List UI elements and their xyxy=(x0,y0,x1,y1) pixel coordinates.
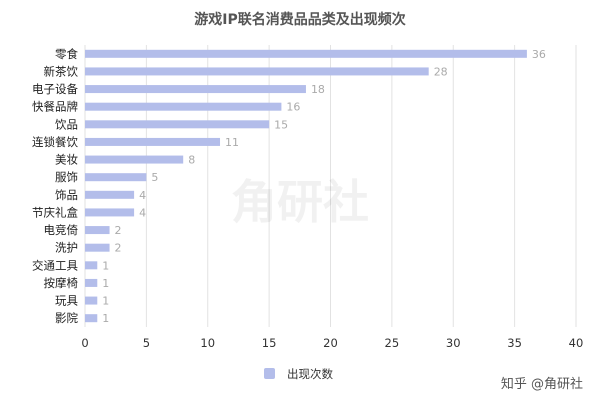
category-label: 服饰 xyxy=(55,170,78,184)
value-label: 16 xyxy=(286,101,300,114)
value-label: 1 xyxy=(102,295,109,308)
bar[interactable] xyxy=(85,208,135,217)
bar[interactable] xyxy=(85,278,98,287)
chart-title: 游戏IP联名消费品品类及出现频次 xyxy=(194,11,405,28)
value-label: 36 xyxy=(532,48,546,61)
x-tick-label: 40 xyxy=(569,336,584,350)
bar[interactable] xyxy=(85,67,429,76)
bar[interactable] xyxy=(85,243,110,252)
x-tick-label: 35 xyxy=(507,336,522,350)
category-label: 按摩椅 xyxy=(44,276,79,290)
category-label: 连锁餐饮 xyxy=(32,135,78,149)
value-label: 4 xyxy=(139,206,146,219)
bar[interactable] xyxy=(85,155,184,164)
category-label: 美妆 xyxy=(55,153,78,167)
x-axis: 0 5 10 15 20 25 30 35 40 xyxy=(81,336,583,350)
category-label: 零食 xyxy=(55,47,78,61)
watermark: 角研社 xyxy=(231,175,369,229)
bar[interactable] xyxy=(85,173,147,182)
legend-label: 出现次数 xyxy=(287,367,333,381)
x-tick-label: 5 xyxy=(143,336,150,350)
category-label: 电子设备 xyxy=(32,82,78,96)
x-tick-label: 0 xyxy=(81,336,88,350)
legend[interactable]: 出现次数 xyxy=(264,367,333,381)
value-label: 4 xyxy=(139,189,146,202)
bar[interactable] xyxy=(85,120,270,129)
category-label: 新茶饮 xyxy=(44,64,79,78)
x-tick-label: 15 xyxy=(262,336,277,350)
category-label: 电竞倚 xyxy=(44,223,79,237)
value-label: 15 xyxy=(274,118,288,131)
category-label: 饰品 xyxy=(55,188,78,202)
credit: 知乎 @角研社 xyxy=(501,376,583,392)
bar[interactable] xyxy=(85,85,306,94)
x-tick-label: 30 xyxy=(446,336,461,350)
x-tick-label: 20 xyxy=(323,336,338,350)
bar[interactable] xyxy=(85,226,110,235)
x-tick-label: 25 xyxy=(385,336,400,350)
category-label: 节庆礼盒 xyxy=(32,205,78,219)
value-label: 1 xyxy=(102,259,109,272)
category-label: 快餐品牌 xyxy=(32,100,78,114)
bar[interactable] xyxy=(85,296,98,305)
legend-swatch xyxy=(264,368,275,379)
category-label: 饮品 xyxy=(55,117,78,131)
bar[interactable] xyxy=(85,314,98,323)
value-label: 2 xyxy=(115,242,122,255)
category-label: 影院 xyxy=(55,311,78,325)
value-label: 18 xyxy=(311,83,325,96)
bar[interactable] xyxy=(85,137,221,146)
value-label: 8 xyxy=(188,154,195,167)
bar[interactable] xyxy=(85,261,98,270)
bar[interactable] xyxy=(85,49,527,58)
value-label: 5 xyxy=(151,171,158,184)
category-label: 玩具 xyxy=(55,294,78,308)
category-label: 交通工具 xyxy=(32,258,78,272)
value-label: 1 xyxy=(102,312,109,325)
value-label: 2 xyxy=(115,224,122,237)
category-label: 洗护 xyxy=(55,241,78,255)
x-tick-label: 10 xyxy=(200,336,215,350)
value-label: 28 xyxy=(434,65,448,78)
value-label: 1 xyxy=(102,277,109,290)
value-label: 11 xyxy=(225,136,239,149)
bar[interactable] xyxy=(85,102,282,111)
bar[interactable] xyxy=(85,190,135,199)
